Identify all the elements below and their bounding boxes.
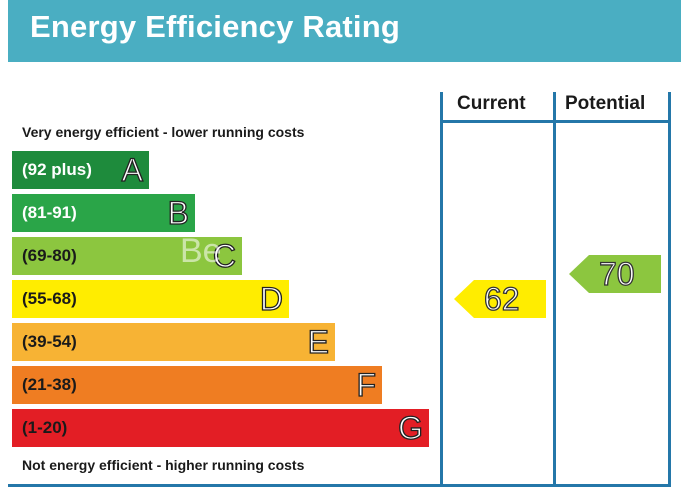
middle-column-border [553,92,556,486]
band-b: (81-91) B [12,194,195,232]
band-d: (55-68) D [12,280,289,318]
left-column-border [440,92,443,486]
band-range: (1-20) [22,418,68,437]
band-range: (69-80) [22,246,77,265]
band-e: (39-54) E [12,323,335,361]
page-title: Energy Efficiency Rating [30,9,401,44]
band-f: (21-38) F [12,366,382,404]
bottom-caption: Not energy efficient - higher running co… [22,457,305,473]
potential-column-header: Potential [565,93,646,114]
band-letter: E [307,323,330,360]
band-letter: A [121,151,144,188]
band-range: (39-54) [22,332,77,351]
potential-rating-value: 70 [598,255,635,292]
current-arrow-shape [454,280,546,318]
header-bar: Energy Efficiency Rating [8,0,681,62]
band-letter: G [397,409,423,446]
band-range: (81-91) [22,203,77,222]
band-letter: B [167,194,190,231]
band-c: (69-80) C [12,237,242,275]
current-column-header: Current [457,93,526,114]
band-letter: F [356,366,377,403]
bottom-border [8,484,671,487]
potential-rating-arrow: 70 [569,255,661,293]
watermark-text: Be [180,232,222,270]
band-range: (55-68) [22,289,77,308]
band-letter: C [212,237,236,274]
band-letter: D [259,280,283,317]
potential-arrow-shape [569,255,661,293]
band-a: (92 plus) A [12,151,149,189]
band-range: (21-38) [22,375,77,394]
current-rating-arrow: 62 [454,280,546,318]
current-rating-value: 62 [483,280,520,317]
top-caption: Very energy efficient - lower running co… [22,124,305,140]
band-range: (92 plus) [22,160,92,179]
header-underline [440,120,671,123]
right-column-border [668,92,671,486]
band-g: (1-20) G [12,409,429,447]
